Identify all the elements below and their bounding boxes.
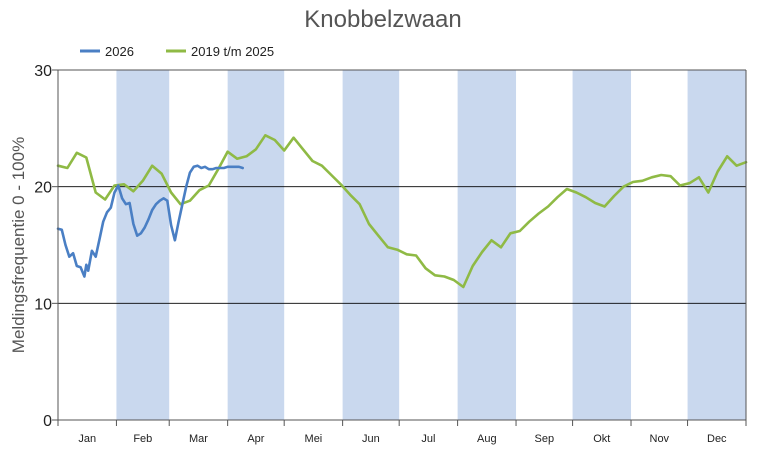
x-tick-label-apr: Apr: [247, 433, 264, 445]
x-tick-label-dec: Dec: [707, 433, 727, 445]
series-layer: [56, 134, 748, 289]
y-tick-label: 20: [34, 180, 52, 197]
x-tick-labels: Jan Feb Mar Apr Mei Jun Jul Aug Sep Okt Nov Dec: [57, 420, 747, 445]
y-tick-label: 0: [43, 413, 52, 430]
y-axis-label: Meldingsfrequentie 0 - 100%: [9, 137, 28, 353]
month-band-apr: [227, 70, 285, 420]
y-tick-labels: 0 10 20 30: [34, 63, 58, 430]
series-line-2026: [56, 164, 244, 278]
x-tick-label-nov: Nov: [650, 433, 670, 445]
series-line-2019-t-m-2025: [56, 134, 748, 289]
legend-label: 2019 t/m 2025: [191, 44, 274, 59]
month-band-jun: [342, 70, 400, 420]
legend-label: 2026: [105, 44, 134, 59]
month-band-dec: [687, 70, 746, 420]
x-tick-label-aug: Aug: [477, 433, 497, 445]
month-band-okt: [572, 70, 632, 420]
x-tick-label-mei: Mei: [305, 433, 323, 445]
x-tick-label-feb: Feb: [133, 433, 152, 445]
x-tick-label-mar: Mar: [189, 433, 208, 445]
gridlines: [58, 186, 746, 304]
chart-title: Knobbelzwaan: [304, 6, 461, 33]
y-tick-label: 10: [34, 296, 52, 313]
x-tick-label-jul: Jul: [421, 433, 435, 445]
x-tick-label-okt: Okt: [593, 433, 610, 445]
month-band-feb: [116, 70, 170, 420]
x-tick-label-sep: Sep: [535, 433, 555, 445]
x-tick-label-jan: Jan: [78, 433, 96, 445]
legend: 2026 2019 t/m 2025: [80, 44, 274, 59]
y-tick-label: 30: [34, 63, 52, 80]
x-tick-label-jun: Jun: [362, 433, 380, 445]
month-shading: [116, 70, 746, 420]
